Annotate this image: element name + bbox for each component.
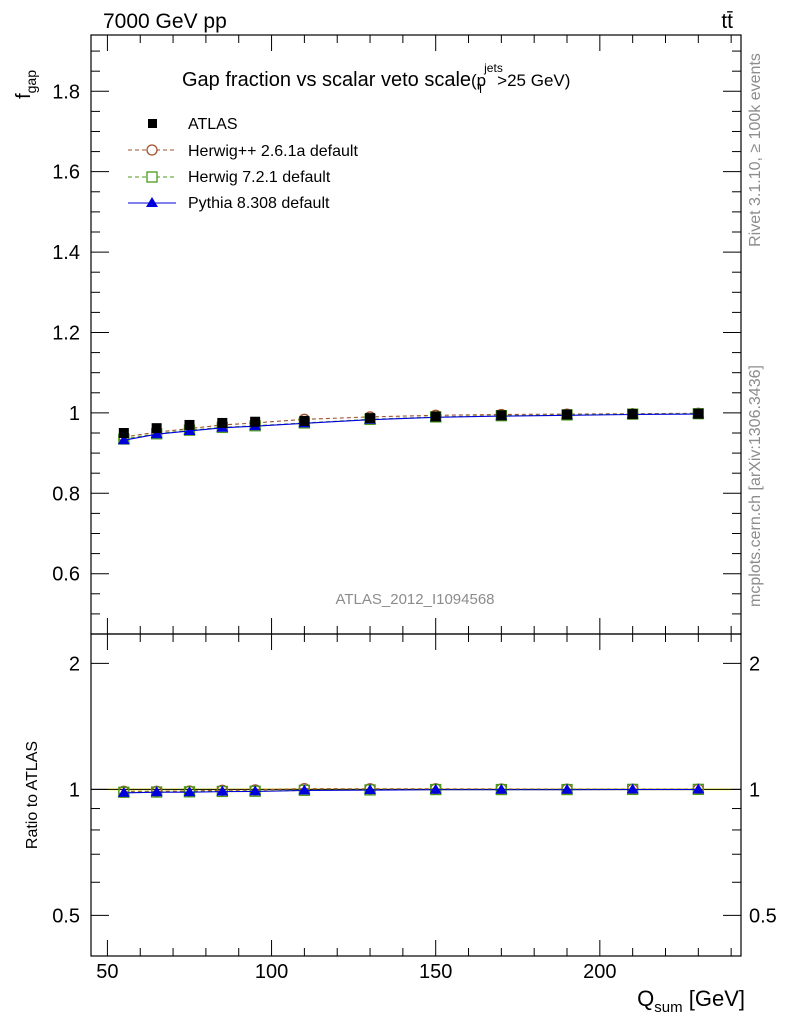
chart-title: Gap fraction vs scalar veto scale(pjets T… [182, 61, 570, 96]
data-point-atlas [365, 413, 376, 424]
y-tick-label-main: 0.6 [52, 564, 80, 586]
energy-label: 7000 GeV pp [103, 10, 227, 33]
data-point-atlas [299, 415, 310, 426]
title-superscript: jets [483, 61, 503, 75]
legend-entry-herwigpp: Herwig++ 2.6.1a default [128, 143, 358, 160]
main-series [117, 407, 705, 445]
x-tick-label: 150 [419, 961, 452, 983]
data-point-atlas [562, 409, 573, 420]
y-tick-label-main: 1.2 [52, 322, 80, 344]
data-point-pythia-8-308-default [150, 428, 163, 439]
legend-marker-herwigpp [146, 144, 158, 156]
ratio-point-pythia-8-308-default [183, 786, 196, 797]
x-tick-label: 100 [255, 961, 288, 983]
legend-entry-herwig7: Herwig 7.2.1 default [128, 169, 331, 186]
ratio-point-pythia-8-308-default [249, 785, 262, 796]
y-tick-label-ratio: 2 [69, 653, 80, 675]
y-tick-label-ratio-right: 2 [749, 653, 760, 675]
ratio-point-pythia-8-308-default [692, 783, 705, 794]
y-tick-label-ratio-right: 0.5 [749, 905, 777, 927]
rivet-label: Rivet 3.1.10, ≥ 100k events [747, 53, 764, 247]
ratio-point-pythia-8-308-default [216, 785, 229, 796]
y-tick-label-main: 0.8 [52, 483, 80, 505]
data-point-atlas [627, 409, 638, 420]
legend: ATLAS Herwig++ 2.6.1a default Herwig 7.2… [128, 116, 358, 212]
data-point-atlas [184, 419, 195, 430]
y-tick-label-main: 1.4 [52, 242, 80, 264]
ratio-line-pythia-8-308-default [123, 789, 699, 794]
data-point-pythia-8-308-default [183, 424, 196, 435]
data-point-atlas [430, 411, 441, 422]
process-label: tt̄ [721, 10, 733, 33]
ratio-series [117, 782, 705, 798]
data-point-atlas [693, 408, 704, 419]
legend-entry-atlas: ATLAS [148, 116, 238, 133]
legend-label-herwigpp: Herwig++ 2.6.1a default [188, 143, 358, 160]
axis-tick-labels: 50 100 150 200 0.6 0.8 1 1.2 1.4 1.6 1.8 0.5 0.5 1 1 2 2 [52, 81, 777, 983]
ratio-point-pythia-8-308-default [298, 784, 311, 795]
ratio-point-pythia-8-308-default [117, 786, 130, 797]
ratio-line-herwig-2-6-1a-default [123, 788, 699, 792]
legend-marker-atlas [148, 119, 157, 128]
legend-entry-pythia: Pythia 8.308 default [128, 195, 330, 212]
ratio-plot-frame [90, 633, 742, 957]
analysis-label: ATLAS_2012_I1094568 [335, 591, 494, 608]
y-axis-label-ratio: Ratio to ATLAS [24, 741, 41, 849]
data-point-atlas [151, 423, 162, 434]
data-point-atlas [496, 410, 507, 421]
title-subscript: T [477, 82, 485, 96]
y-tick-label-ratio: 1 [69, 779, 80, 801]
y-tick-label-ratio-right: 1 [749, 779, 760, 801]
x-axis-label: Qsum [GeV] [637, 986, 745, 1016]
y-tick-label-main: 1 [69, 403, 80, 425]
data-point-atlas [217, 417, 228, 428]
data-point-atlas [118, 427, 129, 438]
data-point-atlas [250, 416, 261, 427]
axis-ticks [91, 35, 741, 957]
ratio-point-pythia-8-308-default [626, 783, 639, 794]
x-tick-label: 50 [96, 961, 118, 983]
y-tick-label-main: 1.8 [52, 81, 80, 103]
legend-label-herwig7: Herwig 7.2.1 default [188, 169, 331, 186]
data-point-pythia-8-308-default [117, 434, 130, 445]
mcplots-label: mcplots.cern.ch [arXiv:1306.3436] [747, 365, 764, 607]
y-tick-label-ratio: 0.5 [52, 905, 80, 927]
ratio-point-pythia-8-308-default [495, 783, 508, 794]
x-tick-label: 200 [583, 961, 616, 983]
y-axis-label-main: fgap [13, 70, 39, 99]
legend-marker-herwig7 [146, 171, 158, 183]
ratio-point-pythia-8-308-default [364, 784, 377, 795]
series-line-herwig-2-6-1a-default [123, 412, 699, 438]
series-line-pythia-8-308-default [123, 413, 699, 441]
ratio-point-pythia-8-308-default [561, 783, 574, 794]
ratio-point-pythia-8-308-default [429, 783, 442, 794]
ratio-point-pythia-8-308-default [150, 786, 163, 797]
legend-marker-pythia [146, 197, 158, 207]
legend-label-pythia: Pythia 8.308 default [188, 195, 330, 212]
y-tick-label-main: 1.6 [52, 162, 80, 184]
legend-label-atlas: ATLAS [188, 116, 238, 133]
